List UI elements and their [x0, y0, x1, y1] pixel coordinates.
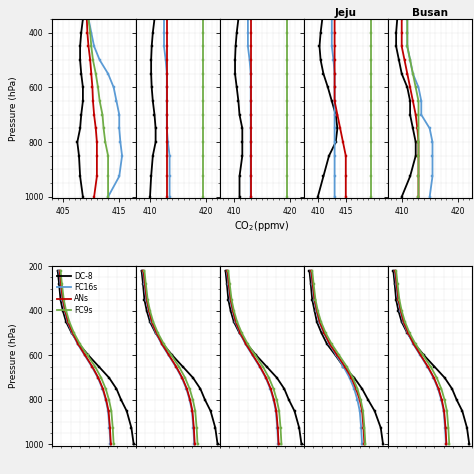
Title: Busan: Busan	[412, 8, 447, 18]
Legend: DC-8, FC16s, ANs, FC9s: DC-8, FC16s, ANs, FC9s	[56, 270, 99, 316]
X-axis label: CO$_2$(ppmv): CO$_2$(ppmv)	[234, 219, 290, 233]
Y-axis label: Pressure (hPa): Pressure (hPa)	[9, 76, 18, 141]
Title: Jeju: Jeju	[335, 8, 357, 18]
Y-axis label: Pressure (hPa): Pressure (hPa)	[9, 324, 18, 388]
